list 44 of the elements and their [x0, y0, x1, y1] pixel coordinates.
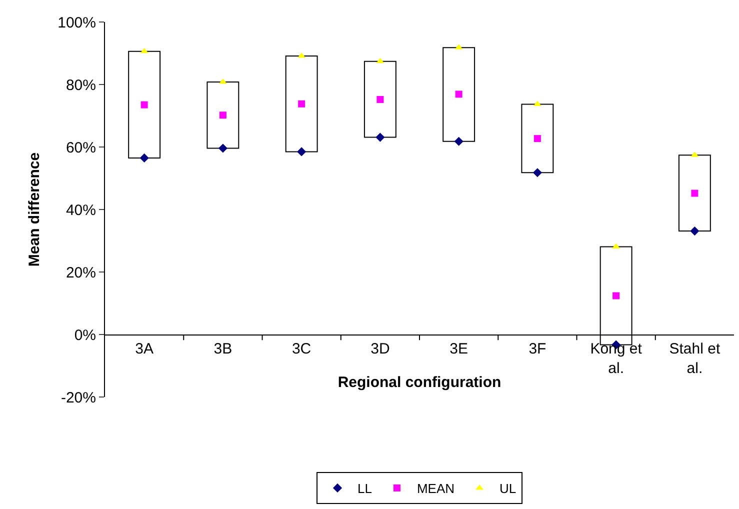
bar — [285, 56, 318, 152]
legend-label: LL — [358, 481, 372, 496]
x-tick-label: 3F — [528, 340, 546, 358]
point — [298, 100, 306, 108]
point — [140, 48, 148, 54]
point — [376, 96, 384, 103]
legend-label: UL — [500, 481, 516, 496]
point — [297, 147, 306, 156]
x-tick-label: Stahl et al. — [669, 340, 721, 377]
point — [690, 226, 700, 236]
point — [140, 153, 149, 162]
point — [612, 292, 620, 300]
x-tick-label: 3B — [214, 340, 232, 358]
point — [219, 112, 226, 119]
bar — [206, 82, 240, 149]
y-tick-label: 100% — [58, 14, 96, 32]
y-tick-label: 60% — [66, 139, 96, 156]
x-tick-label: 3C — [292, 340, 312, 358]
y-tick-label: 80% — [66, 76, 96, 94]
point — [218, 144, 228, 153]
point — [140, 101, 148, 108]
bar — [128, 50, 161, 158]
x-tick-label: Kong et al. — [590, 340, 643, 377]
bar — [442, 47, 476, 142]
x-tick-label: 3E — [450, 340, 468, 358]
point — [376, 132, 385, 142]
bar — [364, 60, 396, 138]
y-tick-label: 40% — [66, 202, 96, 219]
bar — [521, 104, 554, 174]
x-tick-label: 3D — [370, 340, 390, 358]
point — [532, 168, 542, 178]
x-axis-title: Regional configuration — [338, 374, 502, 391]
bar — [678, 154, 711, 232]
y-tick-label: -20% — [60, 389, 96, 406]
point — [534, 135, 541, 142]
point — [455, 90, 462, 98]
y-tick-label: 20% — [66, 264, 96, 282]
point — [691, 190, 698, 197]
x-tick-label: 3A — [135, 340, 154, 358]
y-tick-label: 0% — [74, 326, 96, 344]
point — [376, 58, 384, 64]
legend-label: MEAN — [416, 481, 455, 496]
point — [454, 136, 464, 146]
y-axis-title: Mean difference — [26, 152, 43, 267]
